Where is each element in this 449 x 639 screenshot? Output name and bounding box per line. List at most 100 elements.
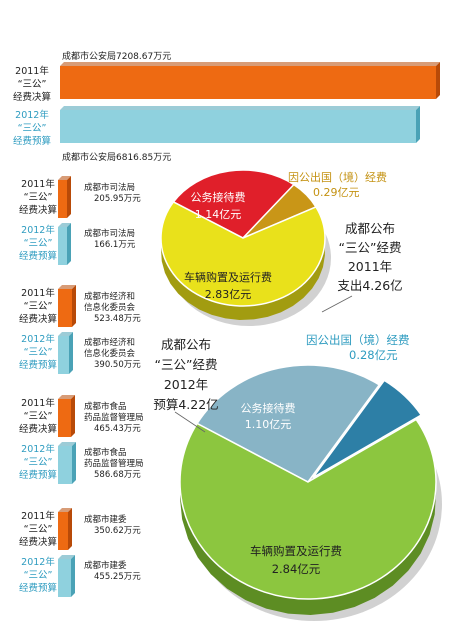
pie-slice: [172, 169, 296, 239]
label-2012: 2012年: [21, 333, 55, 345]
value-label: 455.25万元: [94, 572, 141, 582]
label-2012: 经费预算: [19, 359, 57, 371]
bar-2012-top: [58, 442, 76, 446]
bar-2011: [58, 399, 71, 437]
value-label: 586.68万元: [94, 470, 141, 480]
label-2011: “三公”: [24, 524, 53, 535]
label-2012: “三公”: [18, 123, 47, 134]
bar-2012: [58, 446, 72, 484]
label-2011: 2011年: [21, 510, 55, 522]
agency-label: 成都市建委: [84, 514, 127, 525]
value-label: 350.62万元: [94, 526, 141, 536]
label-2011: “三公”: [24, 192, 53, 203]
bar-2012-side: [416, 106, 420, 143]
agency-label: 成都市司法局: [84, 228, 135, 239]
pie-total-label: 成都公布: [161, 337, 211, 352]
label-2011: 经费决算: [19, 313, 57, 325]
bar-2011-side: [436, 62, 440, 99]
bar-2011-top: [58, 395, 75, 399]
agency-label: 信息化委员会: [84, 348, 136, 359]
value-label: 523.48万元: [94, 314, 141, 324]
pie-slice: [179, 418, 437, 600]
pie-slice: [160, 201, 326, 307]
callout-line: [174, 411, 206, 433]
slice-label: 因公出国（境）经费: [288, 170, 387, 184]
bar-2011: [58, 180, 67, 218]
label-2012: 经费预算: [19, 469, 57, 481]
bar-2011-side: [71, 395, 75, 437]
bar-group-1: 2011年“三公”经费决算2012年“三公”经费预算成都市司法局205.95万元…: [19, 176, 141, 265]
slice-label: 2.84亿元: [272, 562, 321, 576]
callout-line: [321, 295, 353, 313]
label-2012: “三公”: [24, 238, 53, 249]
bar-2012: [58, 227, 67, 265]
value-label: 465.43万元: [94, 424, 141, 434]
agency-label: 成都市司法局: [84, 182, 135, 193]
label-2011: 经费决算: [13, 91, 51, 103]
pie-total-label: “三公”经费: [339, 240, 402, 255]
label-2012: 经费预算: [19, 582, 57, 594]
label-2011: 2011年: [21, 397, 55, 409]
value-label: 205.95万元: [94, 194, 141, 204]
label-2012: 2012年: [21, 224, 55, 236]
label-2012: 2012年: [21, 443, 55, 455]
bar-2012-top: [58, 555, 75, 559]
value-label: 6816.85万元: [116, 153, 171, 163]
bar-2012-top: [58, 223, 71, 227]
bar-2012-side: [69, 332, 73, 374]
slice-label: 1.14亿元: [195, 208, 242, 221]
bar-group-3: 2011年“三公”经费决算2012年“三公”经费预算成都市食品药品监督管理局46…: [19, 395, 144, 484]
agency-label: 成都市食品: [84, 447, 127, 458]
label-2011: 2011年: [21, 178, 55, 190]
slice-label: 车辆购置及运行费: [250, 544, 342, 558]
slice-label: 2.83亿元: [205, 288, 252, 301]
label-2011: 2011年: [21, 287, 55, 299]
bar-2012-side: [71, 555, 75, 597]
label-2012: 经费预算: [19, 250, 57, 262]
agency-label: 成都市经济和: [84, 291, 135, 302]
value-label: 7208.67万元: [116, 52, 171, 62]
bar-2012-top: [58, 332, 73, 336]
bar-2011-top: [60, 62, 440, 66]
label-2011: 2011年: [15, 65, 49, 77]
label-2011: 经费决算: [19, 536, 57, 548]
label-2012: 经费预算: [13, 135, 51, 147]
agency-label: 信息化委员会: [84, 302, 136, 313]
label-2012: 2012年: [15, 109, 49, 121]
value-label: 390.50万元: [94, 360, 141, 370]
bar-group-police: 成都市公安局 7208.67万元2011年“三公”经费决算2012年“三公”经费预…: [13, 50, 440, 163]
slice-label: 0.28亿元: [349, 348, 398, 362]
bar-2011-side: [68, 508, 72, 550]
pie-slice: [196, 364, 381, 483]
slice-label: 1.10亿元: [245, 418, 292, 431]
pie-total-label: 成都公布: [345, 221, 395, 236]
bar-2011: [58, 512, 68, 550]
bar-2012: [60, 110, 416, 143]
pie-slice: [312, 379, 423, 479]
agency-label: 成都市公安局: [62, 50, 116, 62]
slice-label: 0.29亿元: [313, 186, 360, 199]
label-2011: 经费决算: [19, 204, 57, 216]
label-2012: “三公”: [24, 570, 53, 581]
value-label: 166.1万元: [94, 240, 136, 250]
bar-2011-side: [67, 176, 71, 218]
label-2012: “三公”: [24, 347, 53, 358]
bar-2012: [58, 336, 69, 374]
bar-2011-side: [72, 285, 76, 327]
pie-total-label: 2012年: [164, 377, 208, 392]
bar-2011: [58, 289, 72, 327]
agency-label: 药品监督管理局: [84, 412, 144, 423]
pie-total-label: 支出4.26亿: [337, 278, 402, 293]
pie-slice-side: [161, 235, 325, 320]
bar-chart: 成都市公安局 7208.67万元2011年“三公”经费决算2012年“三公”经费预…: [13, 50, 440, 597]
pie-total-label: 预算4.22亿: [153, 397, 218, 412]
slice-label: 公务接待费: [241, 401, 296, 415]
agency-label: 药品监督管理局: [84, 458, 144, 469]
pie-total-label: “三公”经费: [155, 357, 218, 372]
bar-2011-top: [58, 508, 72, 512]
bar-2011-top: [58, 285, 76, 289]
label-2012: “三公”: [24, 457, 53, 468]
slice-label: 车辆购置及运行费: [184, 270, 272, 284]
